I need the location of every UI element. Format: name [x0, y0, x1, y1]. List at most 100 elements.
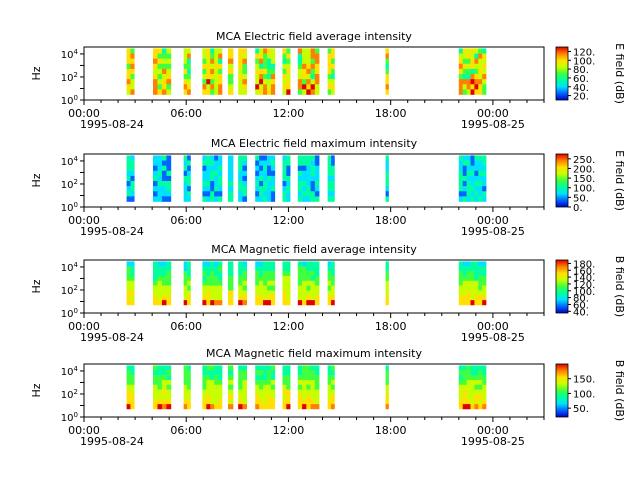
colorbar-tick-label: 160. — [573, 266, 595, 277]
y-axis: 100 102 104 — [61, 261, 84, 320]
x-date-label: 1995-08-24 — [80, 118, 144, 131]
y-axis: 100 102 104 — [61, 48, 84, 107]
data-block — [255, 48, 276, 95]
data-block — [183, 261, 191, 306]
data-block — [458, 365, 487, 410]
chart-panel-1: MCA Electric field average intensity Hz 10… — [30, 30, 626, 131]
x-tick-label: 12:00 — [273, 424, 305, 437]
colorbar-tick-label: 100. — [573, 184, 595, 195]
colorbar-tick-label: 150. — [573, 174, 595, 185]
x-tick-label: 18:00 — [375, 320, 407, 333]
data-block — [183, 155, 191, 202]
x-date-label: 1995-08-25 — [461, 225, 525, 238]
colorbar-gradient — [555, 259, 569, 314]
plot-frame — [83, 46, 545, 101]
x-tick-label: 06:00 — [170, 107, 202, 120]
data-block — [458, 261, 487, 306]
plot-frame — [83, 153, 545, 208]
colorbar-gradient — [555, 363, 569, 418]
x-date-label: 1995-08-25 — [461, 118, 525, 131]
data-block — [227, 48, 234, 95]
y-axis-label: Hz — [30, 279, 43, 293]
data-block — [183, 48, 191, 95]
colorbar-tick-label: 120. — [573, 280, 595, 291]
x-tick-label: 00:00 — [68, 214, 100, 227]
data-block — [297, 365, 320, 410]
data-block — [238, 155, 247, 202]
y-tick-label: 102 — [61, 71, 78, 84]
y-tick-label: 104 — [61, 48, 79, 61]
colorbar-tick-label: 80. — [573, 65, 589, 76]
data-block — [327, 48, 335, 95]
chart-panel-4: MCA Magnetic field maximum intensity Hz 10… — [30, 347, 626, 448]
x-date-label: 1995-08-25 — [461, 331, 525, 344]
chart-title: MCA Electric field average intensity — [216, 30, 412, 43]
data-block — [202, 261, 223, 306]
data-block — [238, 48, 247, 95]
x-tick-label: 18:00 — [375, 424, 407, 437]
data-block — [238, 365, 247, 410]
data-block — [227, 261, 234, 306]
colorbar: 0.50.100.150.200.250. E field (dB) — [555, 150, 626, 214]
colorbar-label: E field (dB) — [613, 43, 626, 104]
data-block — [227, 365, 234, 410]
y-axis: 100 102 104 — [61, 365, 84, 424]
x-tick-label: 00:00 — [477, 214, 509, 227]
data-block — [297, 48, 320, 95]
colorbar-label: E field (dB) — [613, 150, 626, 211]
colorbar-label: B field (dB) — [613, 256, 626, 317]
y-tick-label: 102 — [61, 388, 78, 401]
colorbar-tick-label: 140. — [573, 273, 595, 284]
spectrogram-blocks — [126, 48, 487, 95]
colorbar-tick-label: 250. — [573, 155, 595, 166]
data-block — [327, 155, 335, 202]
colorbar-gradient — [555, 153, 569, 208]
y-tick-label: 102 — [61, 178, 78, 191]
data-block — [202, 155, 223, 202]
colorbar-tick-label: 80. — [573, 294, 589, 305]
y-tick-label: 104 — [61, 155, 79, 168]
chart-panel-2: MCA Electric field maximum intensity Hz 10… — [30, 137, 626, 238]
data-block — [385, 155, 389, 202]
colorbar-tick-label: 50. — [573, 404, 589, 415]
y-tick-label: 100 — [61, 411, 78, 424]
data-block — [327, 365, 335, 410]
spectrogram-blocks — [126, 261, 487, 306]
x-tick-label: 00:00 — [477, 424, 509, 437]
y-axis-label: Hz — [30, 173, 43, 187]
x-tick-label: 00:00 — [477, 320, 509, 333]
colorbar-tick-label: 20. — [573, 92, 589, 103]
x-date-label: 1995-08-24 — [80, 331, 144, 344]
colorbar: 20.40.60.80.100.120. E field (dB) — [555, 43, 626, 104]
colorbar-tick-label: 60. — [573, 300, 589, 311]
data-block — [282, 261, 291, 306]
colorbar-tick-label: 100. — [573, 287, 595, 298]
colorbar: 50. 100. 150. B field (dB) — [555, 360, 626, 421]
plot-frame — [83, 363, 545, 418]
spectrogram-blocks — [126, 155, 487, 202]
data-block — [227, 155, 234, 202]
data-block — [385, 261, 389, 306]
colorbar-tick-label: 200. — [573, 164, 595, 175]
colorbar-tick-label: 180. — [573, 259, 595, 270]
x-tick-label: 00:00 — [68, 107, 100, 120]
y-axis-label: Hz — [30, 383, 43, 397]
data-block — [282, 155, 291, 202]
data-block — [255, 155, 276, 202]
data-block — [282, 365, 291, 410]
y-tick-label: 102 — [61, 284, 78, 297]
spectrogram-blocks — [126, 365, 487, 410]
x-tick-label: 06:00 — [170, 424, 202, 437]
data-block — [385, 365, 389, 410]
colorbar-tick-label: 120. — [573, 47, 595, 58]
data-block — [153, 155, 172, 202]
data-block — [126, 261, 135, 306]
x-tick-label: 00:00 — [68, 424, 100, 437]
chart-title: MCA Magnetic field average intensity — [211, 243, 417, 256]
x-tick-label: 12:00 — [273, 107, 305, 120]
data-block — [202, 365, 223, 410]
data-block — [238, 261, 247, 306]
